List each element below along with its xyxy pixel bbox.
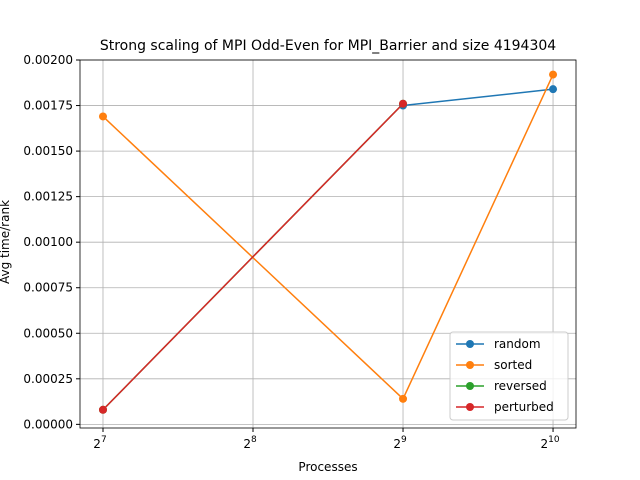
y-tick-label: 0.00050 — [23, 326, 73, 340]
plot-frame — [79, 59, 577, 429]
legend-marker — [466, 403, 474, 411]
x-tick-exponent: 8 — [251, 435, 257, 445]
y-tick-label: 0.00175 — [23, 99, 73, 113]
legend-label: perturbed — [494, 400, 554, 414]
legend-label: reversed — [494, 379, 547, 393]
legend-label: random — [494, 337, 541, 351]
x-tick-base: 2 — [93, 437, 101, 451]
data-point — [98, 112, 107, 121]
x-tick-label: 210 — [540, 435, 559, 451]
x-tick-label: 28 — [243, 435, 257, 451]
y-tick-label: 0.00100 — [23, 235, 73, 249]
x-tick-exponent: 9 — [401, 435, 407, 445]
y-tick-label: 0.00000 — [23, 417, 73, 431]
data-point — [399, 99, 408, 108]
x-tick-base: 2 — [540, 437, 548, 451]
x-tick-label: 27 — [93, 435, 106, 451]
x-axis-label: Processes — [298, 460, 357, 474]
y-tick-label: 0.00125 — [23, 190, 73, 204]
data-point — [399, 394, 408, 403]
data-point — [549, 85, 558, 94]
data-point — [98, 405, 107, 414]
x-tick-exponent: 7 — [101, 435, 107, 445]
legend-marker — [466, 340, 474, 348]
y-tick-label: 0.00025 — [23, 372, 73, 386]
series-line — [402, 88, 554, 107]
y-axis-label: Avg time/rank — [0, 200, 12, 284]
legend-marker — [466, 361, 474, 369]
x-tick-base: 2 — [393, 437, 401, 451]
series-line — [102, 103, 404, 411]
data-point — [549, 70, 558, 79]
legend-box — [449, 331, 569, 421]
legend-label: sorted — [494, 358, 532, 372]
legend-marker — [466, 382, 474, 390]
chart-title: Strong scaling of MPI Odd-Even for MPI_B… — [100, 38, 556, 54]
x-tick-base: 2 — [243, 437, 251, 451]
x-tick-label: 29 — [393, 435, 407, 451]
x-tick-exponent: 10 — [548, 435, 560, 445]
y-tick-label: 0.00075 — [23, 281, 73, 295]
y-tick-label: 0.00150 — [23, 144, 73, 158]
y-tick-label: 0.00200 — [23, 53, 73, 67]
